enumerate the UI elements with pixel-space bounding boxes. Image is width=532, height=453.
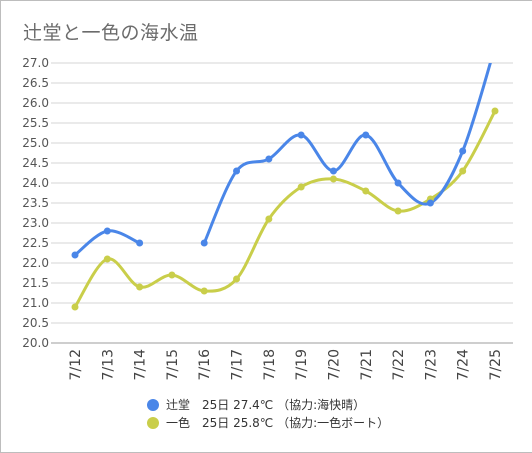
y-tick-label: 27.0: [22, 56, 49, 70]
data-point: [200, 287, 208, 295]
y-tick-label: 23.5: [22, 196, 49, 210]
data-point: [103, 255, 111, 263]
legend-marker: [147, 417, 159, 429]
y-axis: 20.0 20.5 21.0 21.5 22.0 22.5 23.0 23.5 24.0 24.5…: [22, 56, 49, 350]
data-point: [329, 175, 337, 183]
y-tick-label: 24.0: [22, 176, 49, 190]
data-point: [297, 183, 305, 191]
data-point: [329, 167, 337, 175]
data-point: [394, 179, 402, 187]
x-tick-label: 7/15: [165, 349, 181, 380]
legend-marker: [147, 399, 159, 411]
y-tick-label: 22.5: [22, 236, 49, 250]
x-tick-label: 7/17: [230, 349, 246, 380]
x-tick-label: 7/24: [456, 349, 472, 381]
series-line: [202, 63, 492, 245]
x-tick-label: 7/25: [488, 349, 504, 380]
y-tick-label: 25.5: [22, 116, 49, 130]
x-tick-label: 7/20: [326, 349, 342, 380]
x-tick-label: 7/14: [133, 349, 149, 381]
x-tick-label: 7/21: [359, 349, 375, 380]
y-tick-label: 24.5: [22, 156, 49, 170]
series-line: [73, 109, 497, 309]
y-tick-label: 23.0: [22, 216, 49, 230]
data-point: [103, 227, 111, 235]
y-tick-label: 22.0: [22, 256, 49, 270]
y-tick-label: 21.0: [22, 296, 49, 310]
y-tick-label: 26.5: [22, 76, 49, 90]
data-point: [200, 239, 208, 247]
x-tick-label: 7/19: [294, 349, 310, 380]
x-tick-label: 7/16: [197, 349, 213, 381]
legend-label: 辻堂 25日 27.4℃ （協力:海快晴）: [166, 397, 365, 412]
y-tick-label: 25.0: [22, 136, 49, 150]
legend: 辻堂 25日 27.4℃ （協力:海快晴） 一色 25日 25.8℃ （協力:一色…: [147, 397, 389, 430]
data-point: [362, 131, 370, 139]
data-point: [233, 275, 241, 283]
data-point: [265, 155, 273, 163]
y-tick-label: 21.5: [22, 276, 49, 290]
data-point: [491, 107, 499, 115]
data-point: [362, 187, 370, 195]
y-tick-label: 20.5: [22, 316, 49, 330]
data-point: [136, 239, 144, 247]
y-tick-label: 26.0: [22, 96, 49, 110]
data-point: [233, 167, 241, 175]
data-point: [265, 215, 273, 223]
data-point: [394, 207, 402, 215]
legend-label: 一色 25日 25.8℃ （協力:一色ボート）: [166, 415, 389, 430]
x-tick-label: 7/12: [68, 349, 84, 380]
data-point: [459, 147, 467, 155]
data-point: [459, 167, 467, 175]
data-point: [71, 251, 79, 259]
data-point: [136, 283, 144, 291]
series-points: [71, 107, 499, 311]
y-tick-label: 20.0: [22, 336, 49, 350]
chart-title: 辻堂と一色の海水温: [23, 22, 199, 44]
data-point: [168, 271, 176, 279]
data-point: [71, 303, 79, 311]
data-point: [426, 199, 434, 207]
x-tick-label: 7/18: [262, 349, 278, 380]
x-axis: 7/12 7/13 7/14 7/15 7/16 7/17 7/18 7/19 7/20 7/21…: [68, 349, 504, 381]
series-lines: [73, 63, 497, 309]
gridlines: [51, 62, 513, 344]
x-tick-label: 7/13: [100, 349, 116, 380]
x-tick-label: 7/22: [391, 349, 407, 380]
x-tick-label: 7/23: [423, 349, 439, 380]
data-point: [297, 131, 305, 139]
